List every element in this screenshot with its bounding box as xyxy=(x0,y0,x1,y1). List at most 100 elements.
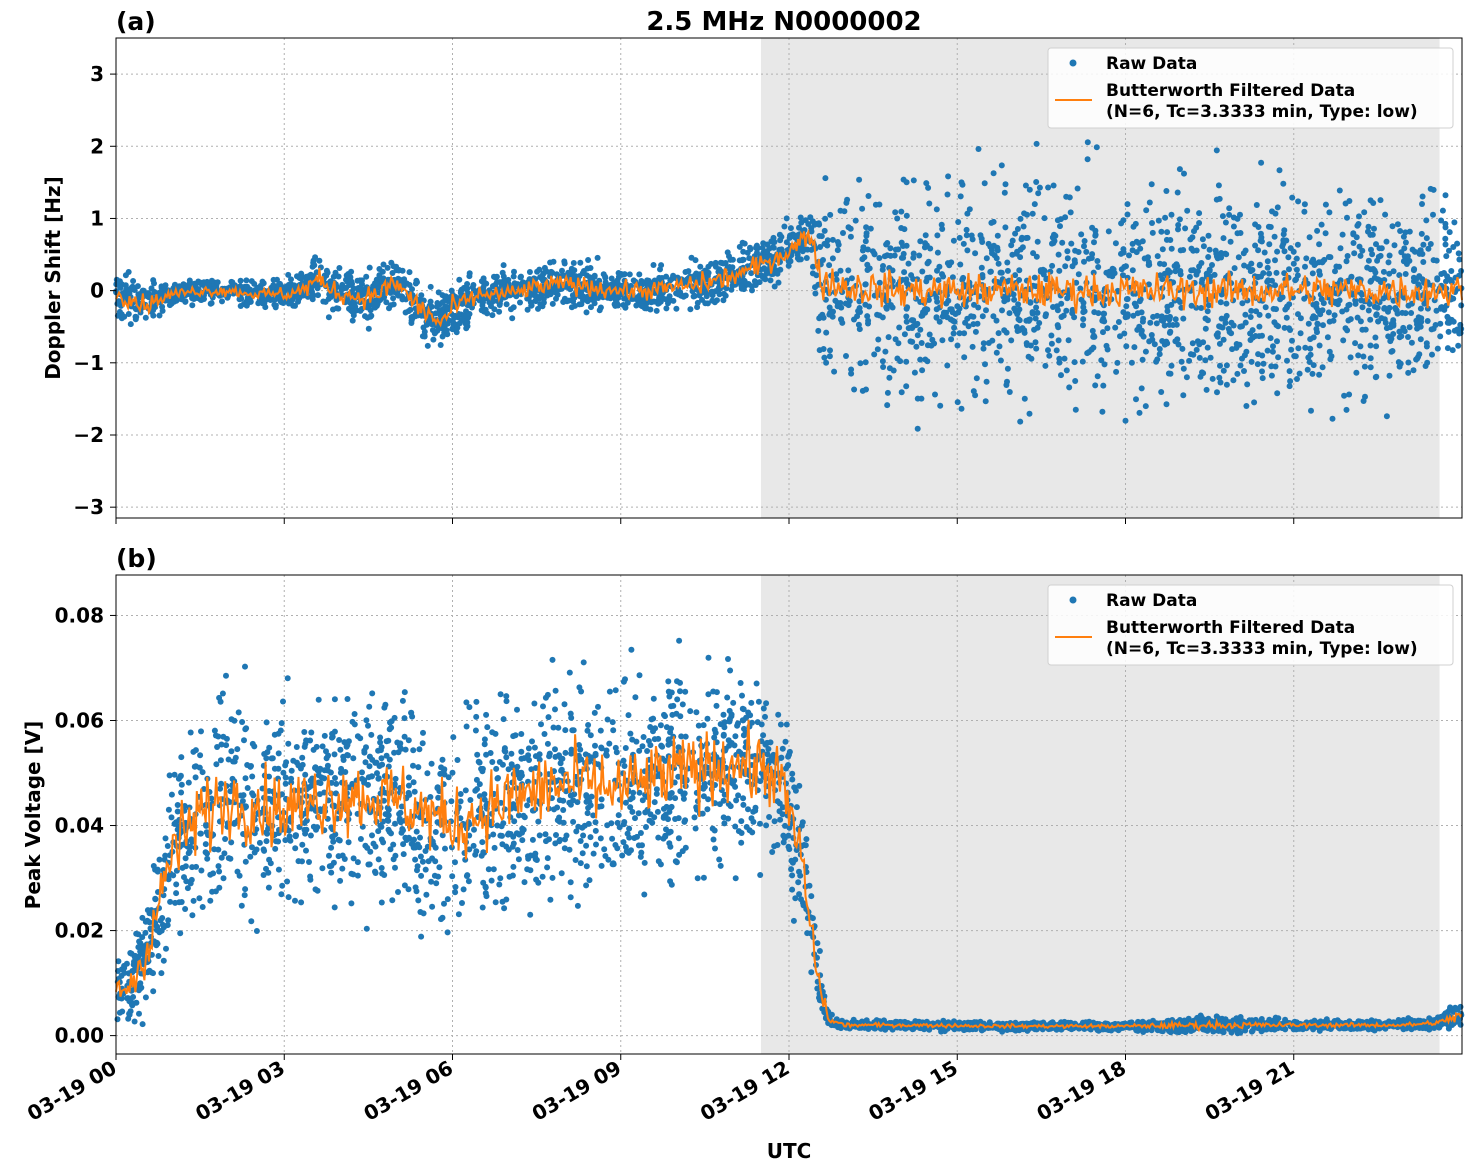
raw-data-point xyxy=(1202,357,1209,364)
raw-data-point xyxy=(845,267,852,274)
raw-data-point xyxy=(1175,222,1182,228)
raw-data-point xyxy=(1162,214,1169,221)
raw-data-point xyxy=(954,399,961,406)
raw-data-point xyxy=(1372,334,1379,341)
raw-data-point xyxy=(1002,224,1009,231)
raw-data-point xyxy=(789,886,796,893)
raw-data-point xyxy=(734,722,741,729)
raw-data-point xyxy=(1161,322,1168,329)
raw-data-point xyxy=(1373,312,1380,319)
raw-data-point xyxy=(925,184,932,191)
raw-data-point xyxy=(1386,304,1393,311)
raw-data-point xyxy=(1012,230,1019,237)
raw-data-point xyxy=(1242,319,1249,326)
raw-data-point xyxy=(1451,219,1458,226)
raw-data-point xyxy=(926,274,933,281)
raw-data-point xyxy=(1243,403,1250,409)
raw-data-point xyxy=(954,342,961,349)
raw-data-point xyxy=(903,212,910,219)
raw-data-point xyxy=(156,312,163,319)
raw-data-point xyxy=(449,769,456,776)
raw-data-point xyxy=(1023,317,1030,324)
raw-data-point xyxy=(1042,362,1049,369)
raw-data-point xyxy=(862,281,869,288)
raw-data-point xyxy=(195,278,202,285)
raw-data-point xyxy=(1394,221,1401,228)
raw-data-point xyxy=(957,193,964,200)
raw-data-point xyxy=(1008,242,1015,249)
raw-data-point xyxy=(644,277,651,284)
raw-data-point xyxy=(1346,391,1353,398)
raw-data-point xyxy=(1438,217,1445,224)
raw-data-point xyxy=(954,303,961,310)
raw-data-point xyxy=(933,294,940,301)
raw-data-point xyxy=(1284,357,1290,364)
raw-data-point xyxy=(1376,245,1383,252)
raw-data-point xyxy=(1050,182,1057,189)
raw-data-point xyxy=(384,264,391,271)
raw-data-point xyxy=(641,859,648,866)
raw-data-point xyxy=(1286,383,1293,390)
raw-data-point xyxy=(1196,220,1203,226)
raw-data-point xyxy=(1386,372,1393,379)
raw-data-point xyxy=(1318,221,1325,228)
raw-data-point xyxy=(1280,231,1287,238)
raw-data-point xyxy=(1443,253,1450,260)
raw-data-point xyxy=(1223,381,1230,388)
raw-data-point xyxy=(1011,296,1018,303)
raw-data-point xyxy=(934,249,941,256)
raw-data-point xyxy=(887,252,894,259)
raw-data-point xyxy=(1017,215,1024,222)
raw-data-point xyxy=(1204,344,1211,351)
raw-data-point xyxy=(1309,315,1316,322)
raw-data-point xyxy=(816,233,823,239)
raw-data-point xyxy=(977,232,984,239)
raw-data-point xyxy=(1179,345,1186,352)
raw-data-point xyxy=(1247,314,1254,320)
y-tick-label: 2 xyxy=(90,134,104,158)
raw-data-point xyxy=(795,256,802,263)
raw-data-point xyxy=(827,211,834,218)
raw-data-point xyxy=(1188,302,1195,309)
raw-data-point xyxy=(351,711,358,717)
raw-data-point xyxy=(753,244,759,251)
raw-data-point xyxy=(579,850,586,857)
raw-data-point xyxy=(935,277,942,284)
raw-data-point xyxy=(905,260,912,267)
raw-data-point xyxy=(993,349,1000,356)
raw-data-point xyxy=(863,386,869,393)
raw-data-point xyxy=(1072,378,1079,384)
raw-data-point xyxy=(1135,240,1142,246)
raw-data-point xyxy=(1332,268,1338,275)
raw-data-point xyxy=(724,694,731,701)
raw-data-point xyxy=(538,721,544,728)
raw-data-point xyxy=(747,246,754,253)
raw-data-point xyxy=(395,889,401,895)
raw-data-point xyxy=(1314,227,1321,234)
raw-data-point xyxy=(615,270,622,276)
raw-data-point xyxy=(496,308,503,315)
raw-data-point xyxy=(1123,343,1130,350)
raw-data-point xyxy=(1292,353,1299,360)
raw-data-point xyxy=(448,287,455,294)
raw-data-point xyxy=(749,283,755,290)
raw-data-point xyxy=(1256,262,1263,269)
raw-data-point xyxy=(380,261,387,268)
raw-data-point xyxy=(838,316,845,323)
raw-data-point xyxy=(1142,403,1149,410)
raw-data-point xyxy=(1285,254,1292,261)
raw-data-point xyxy=(413,828,420,835)
raw-data-point xyxy=(392,864,398,871)
raw-data-point xyxy=(1199,236,1206,243)
raw-data-point xyxy=(1074,185,1081,192)
panel-b-label: (b) xyxy=(116,544,157,573)
raw-data-point xyxy=(157,291,164,298)
raw-data-point xyxy=(235,709,242,716)
raw-data-point xyxy=(945,297,952,304)
raw-data-point xyxy=(1287,327,1294,333)
raw-data-point xyxy=(374,300,381,307)
raw-data-point xyxy=(1355,221,1362,227)
raw-data-point xyxy=(919,312,926,319)
raw-data-point xyxy=(568,304,575,311)
raw-data-point xyxy=(996,343,1003,350)
